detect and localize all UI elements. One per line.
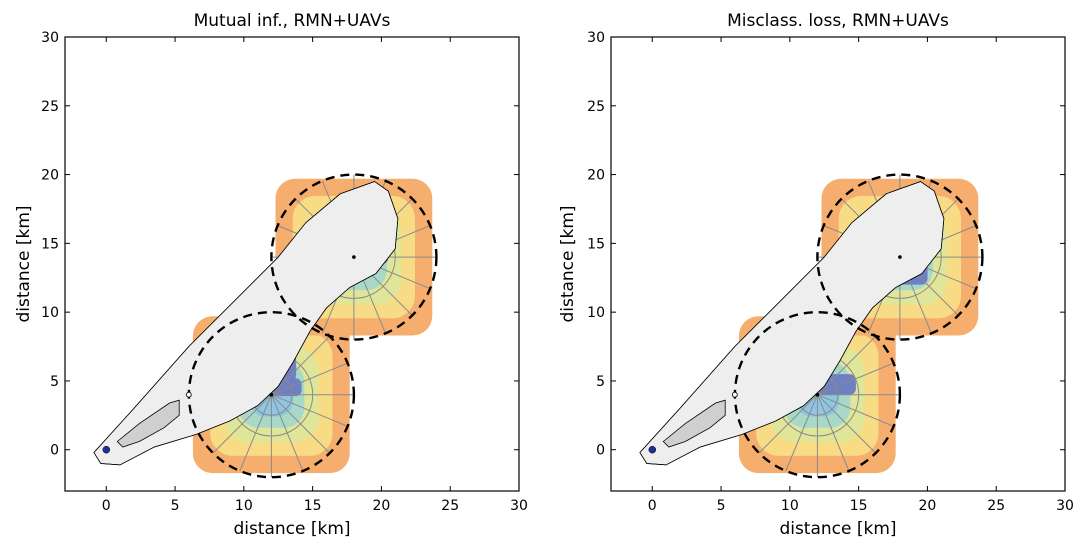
plot-area — [639, 173, 984, 479]
y-axis-label: distance [km] — [558, 205, 578, 322]
y-tick-label: 10 — [41, 305, 59, 321]
sensor-marker — [185, 391, 192, 398]
uav-centre-marker — [269, 392, 274, 397]
x-tick-label: 0 — [102, 498, 111, 514]
y-tick-label: 0 — [50, 443, 59, 459]
y-axis-label: distance [km] — [14, 205, 34, 322]
x-tick-label: 30 — [1056, 498, 1074, 514]
x-tick-label: 15 — [304, 498, 322, 514]
plume-outline — [639, 181, 945, 466]
x-ticks: 0 5 10 15 20 25 30 — [102, 37, 528, 514]
axes-frame — [610, 36, 1066, 492]
x-tick-label: 25 — [441, 498, 459, 514]
uav-range-circle — [270, 173, 438, 341]
y-ticks: 0 5 10 15 20 25 30 — [41, 30, 519, 459]
x-axis-label: distance [km] — [779, 519, 896, 539]
y-ticks: 0 5 10 15 20 25 30 — [587, 30, 1065, 459]
sensor-marker — [731, 391, 738, 398]
x-tick-label: 5 — [171, 498, 180, 514]
y-tick-label: 10 — [587, 305, 605, 321]
uav-centre-marker — [352, 255, 356, 259]
panel-title: Misclass. loss, RMN+UAVs — [727, 11, 949, 31]
uav-centre-marker — [815, 392, 820, 397]
y-tick-label: 0 — [596, 443, 605, 459]
x-tick-label: 25 — [987, 498, 1005, 514]
x-ticks: 0 5 10 15 20 25 30 — [648, 37, 1074, 514]
y-tick-label: 20 — [41, 168, 59, 184]
source-marker — [102, 445, 111, 454]
y-tick-label: 20 — [587, 168, 605, 184]
x-tick-label: 15 — [850, 498, 868, 514]
x-tick-label: 30 — [510, 498, 528, 514]
y-tick-label: 30 — [41, 30, 59, 46]
y-tick-label: 5 — [50, 374, 59, 390]
panel-misclassification-loss: Misclass. loss, RMN+UAVs 0 5 10 15 20 25 30 0 5… — [558, 11, 1074, 539]
source-marker — [648, 445, 657, 454]
y-tick-label: 15 — [41, 236, 59, 252]
y-tick-label: 25 — [587, 99, 605, 115]
plume-outline — [93, 181, 399, 466]
axes-frame — [64, 36, 520, 492]
plot-area — [93, 173, 438, 479]
x-tick-label: 10 — [235, 498, 253, 514]
y-tick-label: 15 — [587, 236, 605, 252]
uav-range-circle — [816, 173, 984, 341]
uav-centre-marker — [898, 255, 902, 259]
uav-range-circles — [93, 173, 438, 479]
panel-title: Mutual inf., RMN+UAVs — [194, 11, 391, 31]
x-tick-label: 0 — [648, 498, 657, 514]
y-tick-label: 30 — [587, 30, 605, 46]
uav-range-circles — [639, 173, 984, 479]
panel-mutual-information: Mutual inf., RMN+UAVs 0 5 10 15 20 25 30 0 5 10 1… — [14, 11, 528, 539]
y-tick-label: 5 — [596, 374, 605, 390]
plume-core-contour — [116, 399, 180, 448]
x-tick-label: 5 — [717, 498, 726, 514]
x-tick-label: 20 — [373, 498, 391, 514]
x-tick-label: 10 — [781, 498, 799, 514]
plume-core-contour — [662, 399, 726, 448]
x-tick-label: 20 — [919, 498, 937, 514]
x-axis-label: distance [km] — [233, 519, 350, 539]
y-tick-label: 25 — [41, 99, 59, 115]
